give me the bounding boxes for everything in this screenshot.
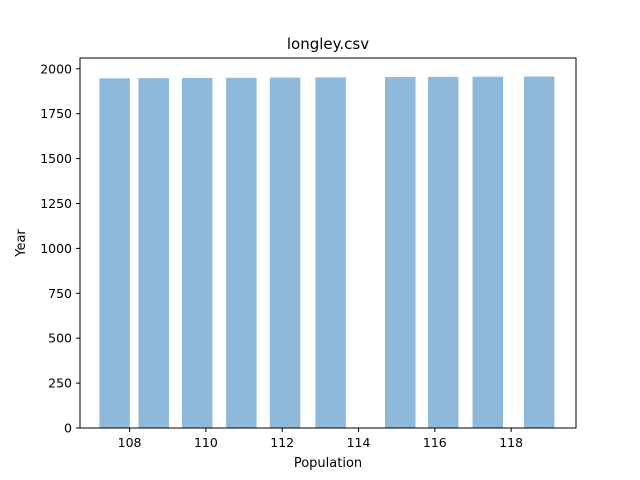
y-tick-label: 2000 xyxy=(40,61,72,76)
x-tick-label: 110 xyxy=(194,435,218,450)
y-tick-label: 0 xyxy=(64,421,72,436)
chart-title: longley.csv xyxy=(287,35,369,53)
y-tick-label: 500 xyxy=(48,331,72,346)
x-tick-label: 108 xyxy=(118,435,142,450)
bar xyxy=(472,76,504,429)
bar xyxy=(427,76,459,429)
bar xyxy=(226,77,257,428)
y-axis-ticks: 0 250 500 750 1000 1250 1500 1750 2000 xyxy=(40,61,80,436)
x-tick-label: 118 xyxy=(499,435,523,450)
bars-group xyxy=(99,76,555,429)
x-tick-label: 112 xyxy=(270,435,294,450)
y-tick-label: 1750 xyxy=(40,106,72,121)
y-tick-label: 250 xyxy=(48,376,72,391)
bar xyxy=(181,77,213,428)
y-tick-label: 1000 xyxy=(40,241,72,256)
bar xyxy=(315,77,346,429)
bar xyxy=(99,78,130,429)
y-axis-title: Year xyxy=(14,229,29,258)
bar xyxy=(138,78,169,429)
x-tick-label: 114 xyxy=(347,435,371,450)
x-tick-label: 116 xyxy=(423,435,447,450)
x-axis-ticks: 108 110 112 114 116 118 xyxy=(118,428,523,450)
y-tick-label: 750 xyxy=(48,286,72,301)
bar xyxy=(523,76,555,428)
plot-frame xyxy=(79,57,577,429)
y-tick-label: 1500 xyxy=(40,151,72,166)
bar xyxy=(269,77,301,428)
y-tick-label: 1250 xyxy=(40,196,72,211)
bar xyxy=(385,77,416,428)
x-axis-title: Population xyxy=(294,456,362,471)
